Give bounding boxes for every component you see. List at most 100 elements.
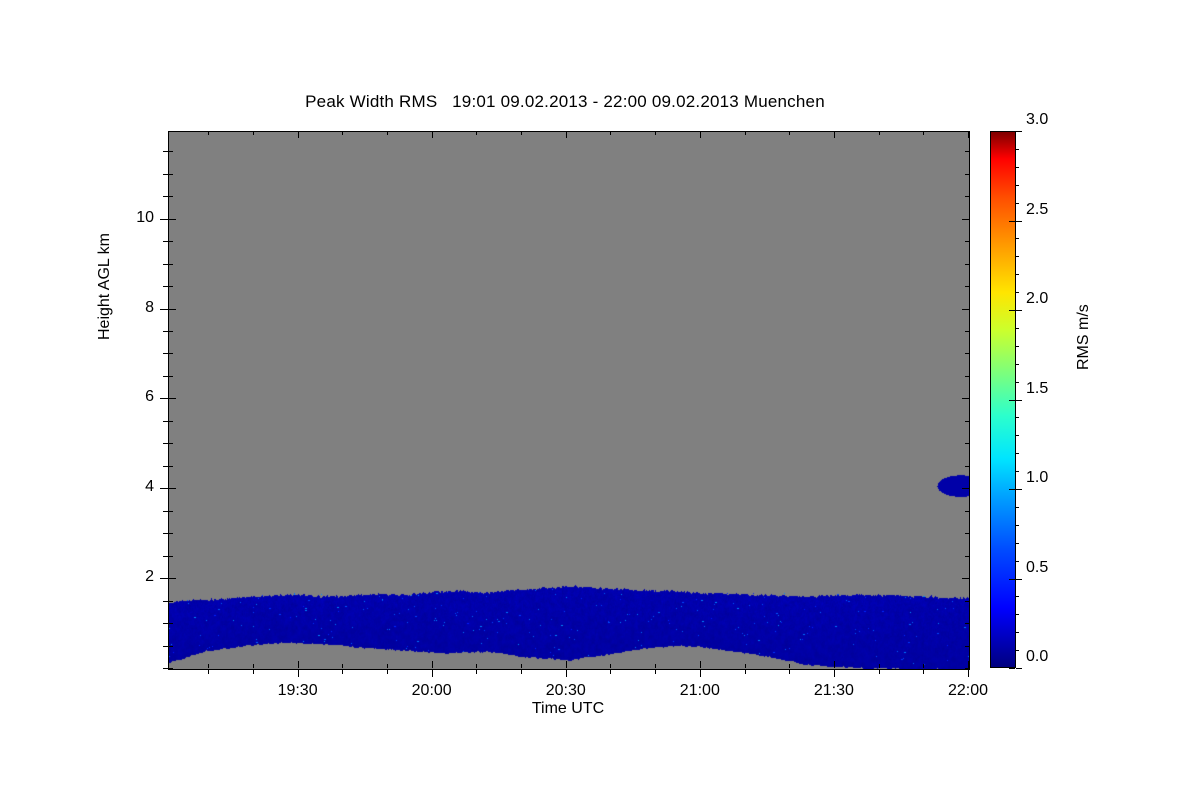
y-tick-label: 10 <box>136 208 154 226</box>
y-tick-major-inner <box>169 578 176 580</box>
x-tick-major <box>297 669 299 677</box>
colorbar-tick-minor <box>1016 292 1019 294</box>
y-tick-minor <box>163 286 168 288</box>
x-tick-major-inner <box>565 661 567 668</box>
plot-area <box>168 131 970 670</box>
y-tick-minor-inner <box>169 173 173 175</box>
y-tick-major-inner <box>169 488 176 490</box>
colorbar-tick-label: 0.5 <box>1026 558 1049 576</box>
colorbar-tick-inner <box>1009 578 1015 580</box>
x-tick-minor <box>521 669 523 674</box>
y-tick-minor-inner <box>169 353 173 355</box>
page-title: Peak Width RMS 19:01 09.02.2013 - 22:00 … <box>305 92 825 111</box>
y-tick-right-minor <box>965 578 969 580</box>
y-tick-major <box>160 398 168 400</box>
x-tick-minor <box>923 669 925 674</box>
y-tick-right-minor <box>965 623 969 625</box>
y-tick-label: 2 <box>145 568 154 586</box>
y-tick-major <box>160 218 168 220</box>
y-tick-minor <box>163 443 168 445</box>
y-tick-minor <box>163 555 168 557</box>
heatmap-canvas <box>169 132 969 669</box>
x-tick-minor-inner <box>744 664 746 668</box>
y-tick-minor-inner <box>169 533 173 535</box>
y-tick-minor <box>163 263 168 265</box>
y-tick-minor-inner <box>169 443 173 445</box>
y-tick-right-minor <box>965 443 969 445</box>
colorbar-tick-inner <box>1009 131 1015 132</box>
y-tick-label: 8 <box>145 298 154 316</box>
y-tick-right-minor <box>965 488 969 490</box>
y-tick-major <box>160 488 168 490</box>
y-tick-right-minor <box>965 398 969 400</box>
y-tick-major <box>160 578 168 580</box>
colorbar-tick-label: 2.5 <box>1026 200 1049 218</box>
y-tick-minor-inner <box>169 668 173 669</box>
y-tick-right-minor <box>965 555 969 557</box>
y-tick-right-minor <box>965 600 969 602</box>
colorbar-tick-label: 3.0 <box>1026 111 1049 128</box>
y-tick-right-minor <box>965 668 969 669</box>
x-tick-major-inner <box>431 661 433 668</box>
y-tick-minor <box>163 600 168 602</box>
y-tick-right-minor <box>965 533 969 535</box>
x-tick-minor <box>208 669 210 674</box>
y-tick-right-minor <box>965 196 969 198</box>
y-tick-minor-inner <box>169 555 173 557</box>
y-tick-right-minor <box>965 330 969 332</box>
colorbar-tick <box>1016 578 1022 580</box>
y-tick-minor-inner <box>169 241 173 243</box>
y-tick-minor <box>163 668 168 669</box>
y-tick-minor <box>163 533 168 535</box>
y-tick-minor <box>163 196 168 198</box>
y-tick-right-minor <box>965 465 969 467</box>
x-tick-top-minor <box>833 131 835 135</box>
colorbar-tick-minor <box>1016 542 1019 544</box>
y-tick-right-minor <box>965 353 969 355</box>
colorbar-tick-minor <box>1016 435 1019 437</box>
colorbar-tick-minor <box>1016 614 1019 616</box>
x-tick-major-inner <box>699 661 701 668</box>
x-tick-top-minor <box>252 131 254 135</box>
colorbar-tick-minor <box>1016 327 1019 329</box>
y-tick-major-inner <box>169 398 176 400</box>
x-tick-minor <box>252 669 254 674</box>
x-tick-top-minor <box>878 131 880 135</box>
x-tick-major-inner <box>968 661 969 668</box>
y-tick-right-minor <box>965 218 969 220</box>
colorbar-tick <box>1016 668 1022 669</box>
x-tick-major <box>968 669 969 677</box>
y-tick-major-inner <box>169 308 176 310</box>
x-tick-major <box>565 669 567 677</box>
x-tick-minor-inner <box>610 664 612 668</box>
colorbar-tick-minor <box>1016 184 1019 186</box>
x-tick-minor-inner <box>252 664 254 668</box>
colorbar-tick-minor <box>1016 471 1019 473</box>
x-tick-top-minor <box>655 131 657 135</box>
x-tick-major-inner <box>833 661 835 668</box>
colorbar-tick <box>1016 220 1022 222</box>
x-tick-label: 20:30 <box>545 682 586 699</box>
x-tick-top-minor <box>789 131 791 135</box>
x-tick-label: 19:30 <box>277 682 318 699</box>
y-tick-minor <box>163 623 168 625</box>
x-tick-label: 20:00 <box>411 682 452 699</box>
y-tick-minor-inner <box>169 151 173 153</box>
y-tick-minor <box>163 151 168 153</box>
colorbar-tick <box>1016 489 1022 490</box>
x-tick-top-minor <box>744 131 746 135</box>
y-tick-right-minor <box>965 308 969 310</box>
colorbar-tick-inner <box>1009 220 1015 222</box>
colorbar-tick-minor <box>1016 417 1019 419</box>
x-tick-top-minor <box>476 131 478 135</box>
x-tick-minor-inner <box>386 664 388 668</box>
x-tick-major-inner <box>297 661 299 668</box>
x-tick-minor-inner <box>521 664 523 668</box>
y-tick-right-minor <box>965 173 969 175</box>
x-tick-minor <box>342 669 344 674</box>
y-tick-right-minor <box>965 263 969 265</box>
y-tick-minor-inner <box>169 196 173 198</box>
y-tick-right-minor <box>965 645 969 647</box>
y-tick-minor <box>163 173 168 175</box>
colorbar-tick <box>1016 399 1022 401</box>
